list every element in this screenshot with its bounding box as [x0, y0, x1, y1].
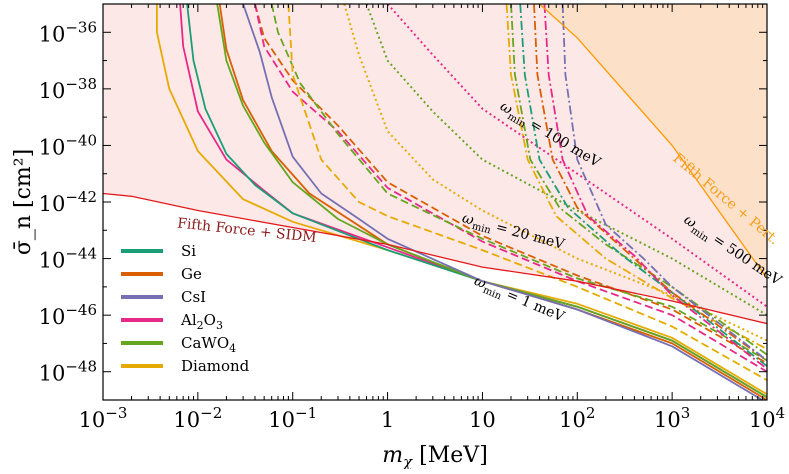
legend-label-diamond: Diamond	[181, 357, 250, 375]
x-tick-label: 103	[654, 404, 690, 432]
curve-ge-500-mev	[533, 4, 767, 362]
curve-cawo4-1-mev	[216, 4, 767, 398]
perturbativity-excluded-region	[539, 4, 767, 279]
curve-al2o3-20-mev	[254, 4, 767, 373]
y-tick-label: 10−46	[39, 301, 97, 329]
x-tick-label: 10−3	[79, 404, 128, 432]
bound-line-fifth-force-pert	[539, 4, 767, 279]
legend-label-csi: CsI	[181, 288, 206, 306]
y-tick-label: 10−40	[39, 131, 97, 159]
y-tick-label: 10−42	[39, 188, 97, 216]
x-tick-label: 10	[469, 408, 496, 432]
curve-diamond-500-mev	[505, 4, 767, 350]
curve-csi-1-mev	[242, 4, 765, 400]
curve-cawo4-20-mev	[270, 4, 767, 362]
x-tick-label: 1	[381, 408, 394, 432]
y-tick-label: 10−38	[39, 75, 97, 103]
legend-label-si: Si	[181, 242, 196, 260]
x-tick-label: 10−1	[268, 404, 317, 432]
y-tick-label: 10−36	[39, 18, 97, 46]
curve-diamond-1-mev	[156, 4, 767, 396]
curve-cawo4-100-mev	[365, 4, 767, 316]
curve-ge-1-mev	[218, 4, 767, 400]
x-tick-label: 104	[749, 404, 785, 432]
curve-al2o3-500-mev	[543, 4, 767, 370]
y-tick-label: 10−44	[39, 245, 97, 273]
curve-diamond-20-mev	[287, 4, 767, 381]
curve-si-500-mev	[519, 4, 767, 367]
curve-al2o3-100-mev	[386, 4, 767, 308]
bound-line-fifth-force-sidm	[103, 192, 767, 325]
y-tick-label: 10−48	[39, 358, 97, 386]
legend-label-cawo4: CaWO4	[181, 334, 236, 355]
x-axis-label: mχ [MeV]	[382, 443, 488, 469]
legend-label-al2o3: Al2O3	[180, 311, 223, 332]
curve-cawo4-500-mev	[510, 4, 767, 356]
y-axis-label: σ̄_n [cm²]	[11, 149, 36, 255]
x-tick-label: 10−2	[173, 404, 222, 432]
legend-label-ge: Ge	[181, 265, 202, 283]
x-tick-label: 102	[559, 404, 595, 432]
curve-csi-500-mev	[561, 4, 767, 362]
